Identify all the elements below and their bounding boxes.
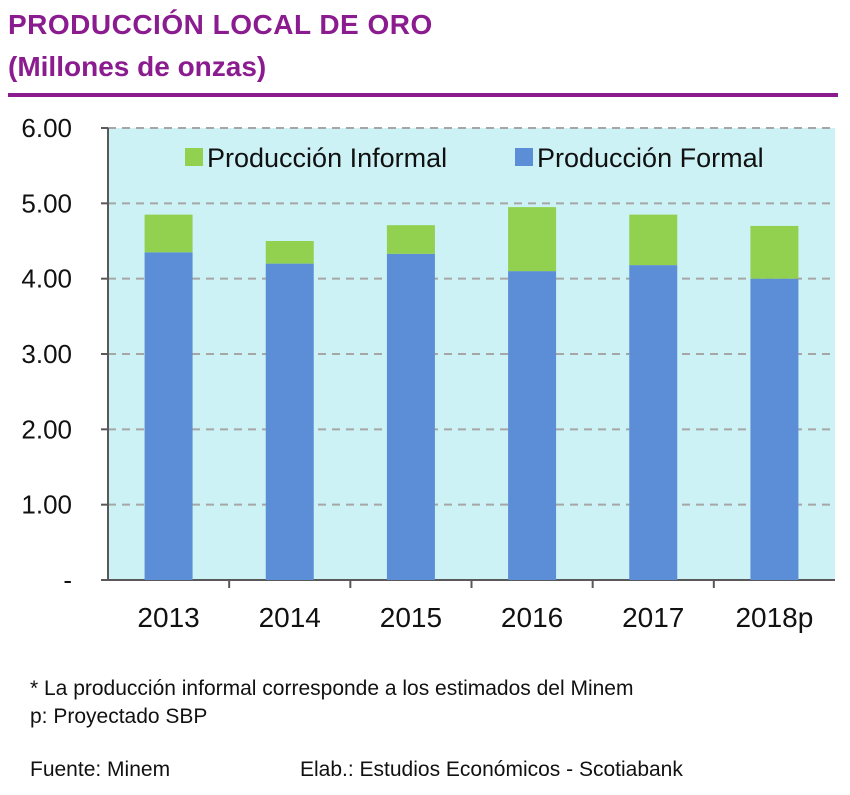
source-label: Fuente: Minem (30, 758, 171, 781)
credit-label: Elab.: Estudios Económicos - Scotiabank (300, 758, 683, 781)
y-tick-label: 6.00 (21, 113, 72, 143)
y-tick-label: - (63, 565, 72, 595)
bar-formal-2014 (265, 263, 314, 580)
x-tick-label: 2014 (259, 602, 321, 633)
bar-informal-2016 (508, 207, 557, 272)
legend-label: Producción Formal (537, 143, 764, 173)
bar-informal-2017 (629, 214, 678, 266)
bar-informal-2018p (750, 225, 799, 279)
bar-formal-2013 (144, 252, 193, 581)
y-tick-label: 1.00 (21, 490, 72, 520)
bar-informal-2014 (265, 241, 314, 264)
bar-informal-2015 (386, 225, 435, 254)
x-tick-label: 2017 (622, 602, 684, 633)
bar-formal-2015 (386, 253, 435, 580)
bar-formal-2018p (750, 278, 799, 580)
x-tick-label: 2015 (380, 602, 442, 633)
x-tick-label: 2013 (137, 602, 199, 633)
legend-swatch (185, 148, 203, 166)
legend-label: Producción Informal (207, 143, 447, 173)
x-tick-label: 2018p (735, 602, 813, 633)
chart-subtitle: (Millones de onzas) (8, 51, 267, 82)
y-tick-label: 5.00 (21, 188, 72, 218)
y-tick-label: 2.00 (21, 414, 72, 444)
title-divider (8, 93, 838, 97)
x-tick-label: 2016 (501, 602, 563, 633)
y-tick-label: 3.00 (21, 339, 72, 369)
bar-formal-2017 (629, 265, 678, 580)
bar-formal-2016 (508, 271, 557, 580)
stacked-bar-chart: - 1.00 2.00 3.00 4.00 5.00 6.00 2013 2014 2015 201… (21, 113, 835, 633)
footnote-informal: * La producción informal corresponde a l… (30, 677, 634, 700)
bar-informal-2013 (144, 214, 193, 253)
legend-swatch (515, 148, 533, 166)
footnote-projection: p: Proyectado SBP (30, 705, 208, 728)
y-tick-label: 4.00 (21, 264, 72, 294)
chart-title: PRODUCCIÓN LOCAL DE ORO (8, 9, 433, 40)
